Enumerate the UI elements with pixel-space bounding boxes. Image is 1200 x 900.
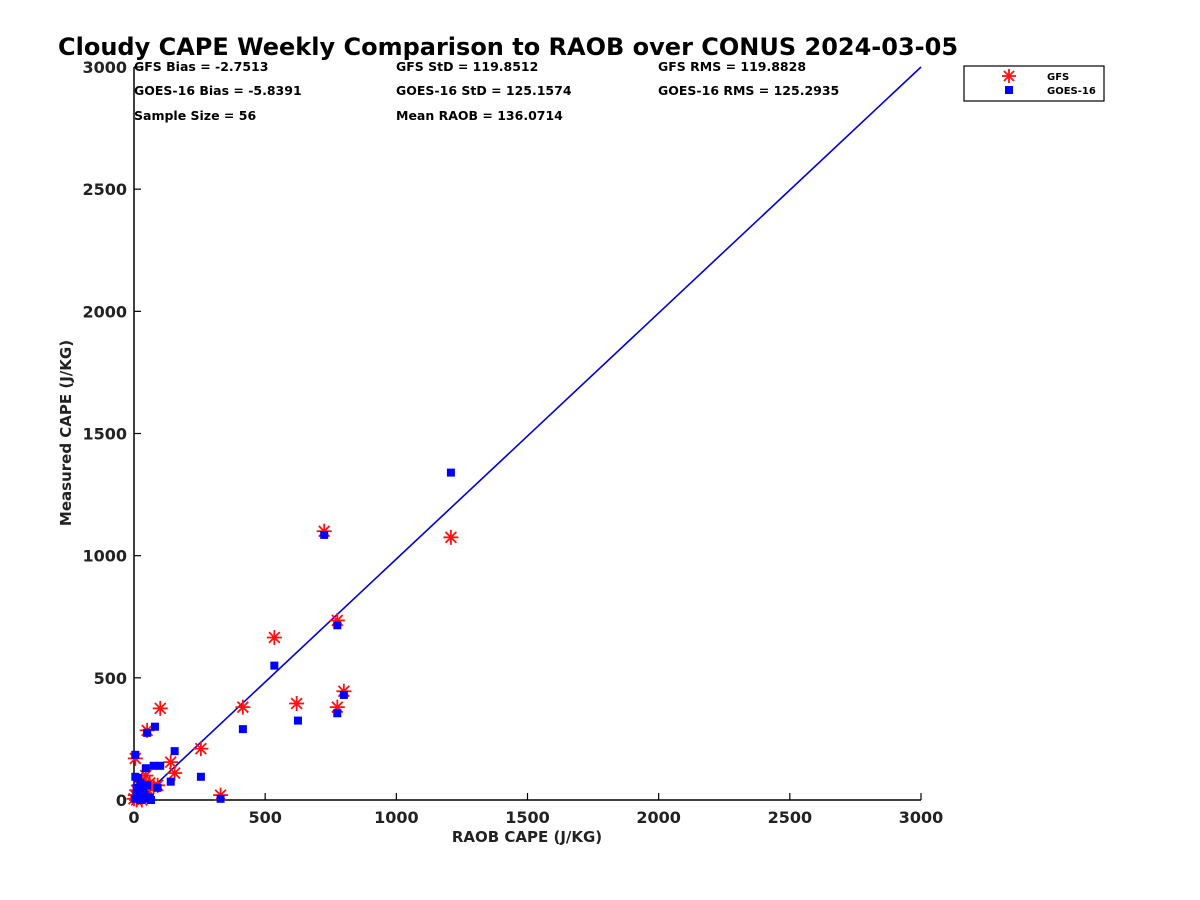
statistics-block: GFS Bias = -2.7513 GFS StD = 119.8512 GFS …: [134, 59, 839, 123]
x-tick-label: 1000: [374, 808, 419, 827]
goes16-point: [446, 468, 455, 477]
goes16-point: [136, 778, 145, 787]
regression-line: [154, 66, 922, 786]
y-tick-label: 2000: [82, 302, 127, 321]
y-tick-label: 1500: [82, 425, 127, 444]
stat-text: Mean RAOB = 136.0714: [396, 108, 563, 123]
goes16-point: [149, 761, 158, 770]
goes16-point: [196, 772, 205, 781]
gfs-point: [443, 529, 459, 545]
y-tick-label: 2500: [82, 180, 127, 199]
gfs-point: [235, 699, 251, 715]
gfs-point: [266, 630, 282, 646]
asterisk-stroke: [164, 756, 177, 769]
stat-text: GOES-16 StD = 125.1574: [396, 83, 572, 98]
data-points: [126, 468, 459, 808]
asterisk-stroke: [168, 767, 181, 780]
asterisk-stroke: [194, 742, 207, 755]
asterisk-stroke: [236, 701, 249, 714]
legend-label: GFS: [1047, 72, 1069, 83]
stat-text: GOES-16 Bias = -5.8391: [134, 83, 302, 98]
one-to-one-line: [154, 66, 922, 786]
goes16-point: [333, 709, 342, 718]
y-tick-label: 0: [116, 791, 127, 810]
x-tick-label: 3000: [899, 808, 944, 827]
goes16-point: [153, 783, 162, 792]
y-axis-label: Measured CAPE (J/KG): [57, 340, 75, 526]
asterisk-stroke: [290, 697, 303, 710]
y-tick-label: 3000: [82, 58, 127, 77]
asterisk-stroke: [444, 531, 457, 544]
gfs-point: [289, 695, 305, 711]
chart-title: Cloudy CAPE Weekly Comparison to RAOB ov…: [58, 33, 958, 61]
y-axis: 0 500 1000 1500 2000 2500 3000: [82, 58, 141, 810]
goes16-point: [339, 690, 348, 699]
stat-text: GFS Bias = -2.7513: [134, 59, 268, 74]
goes16-point: [133, 774, 142, 783]
asterisk-stroke: [1003, 70, 1015, 82]
goes16-point: [333, 621, 342, 630]
goes16-point: [132, 789, 141, 798]
goes16-point: [293, 716, 302, 725]
goes16-point: [143, 781, 152, 790]
gfs-point: [163, 754, 179, 770]
x-tick-label: 1500: [505, 808, 550, 827]
legend-box: [963, 65, 1105, 102]
gfs-point: [152, 700, 168, 716]
legend-label: GOES-16: [1047, 86, 1096, 97]
x-tick-label: 500: [248, 808, 281, 827]
goes16-point: [270, 661, 279, 670]
goes16-point: [150, 722, 159, 731]
goes16-point: [156, 761, 165, 770]
legend-goes16-marker: [1005, 86, 1013, 94]
asterisk-stroke: [268, 631, 281, 644]
goes16-point: [166, 777, 175, 786]
stat-text: GOES-16 RMS = 125.2935: [658, 83, 839, 98]
legend-gfs-marker: [1002, 69, 1016, 83]
stat-text: Sample Size = 56: [134, 108, 256, 123]
goes-16-series: [131, 468, 455, 804]
x-axis: 0 500 1000 1500 2000 2500 3000: [128, 793, 943, 827]
legend: GFS GOES-16: [963, 65, 1105, 102]
goes16-point: [238, 725, 247, 734]
goes16-point: [141, 764, 150, 773]
goes16-point: [170, 747, 179, 756]
goes16-point: [216, 794, 225, 803]
goes16-point: [131, 750, 140, 759]
goes16-point: [143, 728, 152, 737]
x-tick-label: 0: [128, 808, 139, 827]
y-tick-label: 1000: [82, 547, 127, 566]
goes16-point: [141, 794, 150, 803]
x-tick-label: 2000: [636, 808, 681, 827]
x-axis-label: RAOB CAPE (J/KG): [452, 828, 602, 846]
asterisk-stroke: [154, 702, 167, 715]
goes16-point: [131, 794, 140, 803]
goes16-point: [147, 796, 156, 804]
goes16-point: [320, 530, 329, 539]
stat-text: GFS StD = 119.8512: [396, 59, 538, 74]
gfs-point: [193, 741, 209, 757]
x-tick-label: 2500: [768, 808, 813, 827]
goes16-point: [136, 796, 145, 804]
y-tick-label: 500: [94, 669, 127, 688]
stat-text: GFS RMS = 119.8828: [658, 59, 806, 74]
